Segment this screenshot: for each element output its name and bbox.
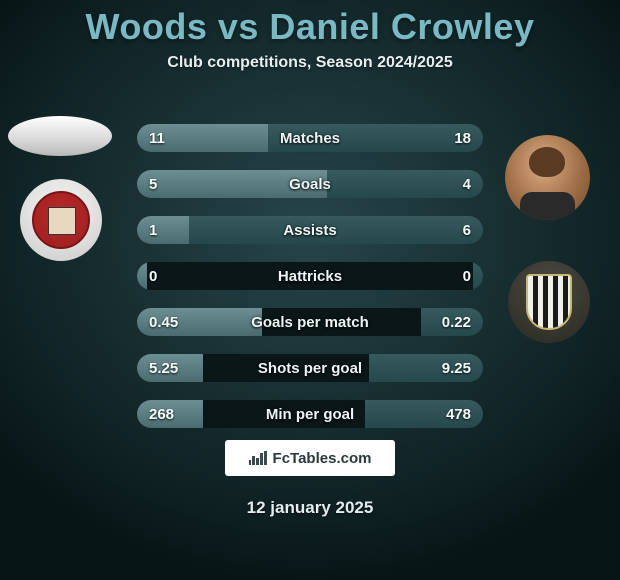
comparison-subtitle: Club competitions, Season 2024/2025	[0, 54, 620, 72]
player-left-avatar	[8, 116, 112, 156]
stat-row: 1118Matches	[137, 124, 483, 152]
stat-label: Goals	[137, 170, 483, 198]
stat-row: 00Hattricks	[137, 262, 483, 290]
brand-text: FcTables.com	[273, 450, 372, 467]
club-right-crest	[508, 261, 590, 343]
stat-row: 0.450.22Goals per match	[137, 308, 483, 336]
stat-label: Matches	[137, 124, 483, 152]
stat-label: Goals per match	[137, 308, 483, 336]
brand-bars-icon	[249, 451, 267, 465]
player-right-avatar	[505, 135, 590, 220]
stat-row: 5.259.25Shots per goal	[137, 354, 483, 382]
brand-badge: FcTables.com	[225, 440, 395, 476]
stat-row: 54Goals	[137, 170, 483, 198]
club-left-crest	[20, 179, 102, 261]
stat-label: Assists	[137, 216, 483, 244]
date-label: 12 january 2025	[0, 498, 620, 518]
stat-label: Min per goal	[137, 400, 483, 428]
stat-label: Shots per goal	[137, 354, 483, 382]
comparison-title: Woods vs Daniel Crowley	[0, 0, 620, 48]
stat-row: 16Assists	[137, 216, 483, 244]
stat-row: 268478Min per goal	[137, 400, 483, 428]
stats-container: 1118Matches 54Goals 16Assists 00Hattricks 0.…	[137, 124, 483, 446]
stat-label: Hattricks	[137, 262, 483, 290]
